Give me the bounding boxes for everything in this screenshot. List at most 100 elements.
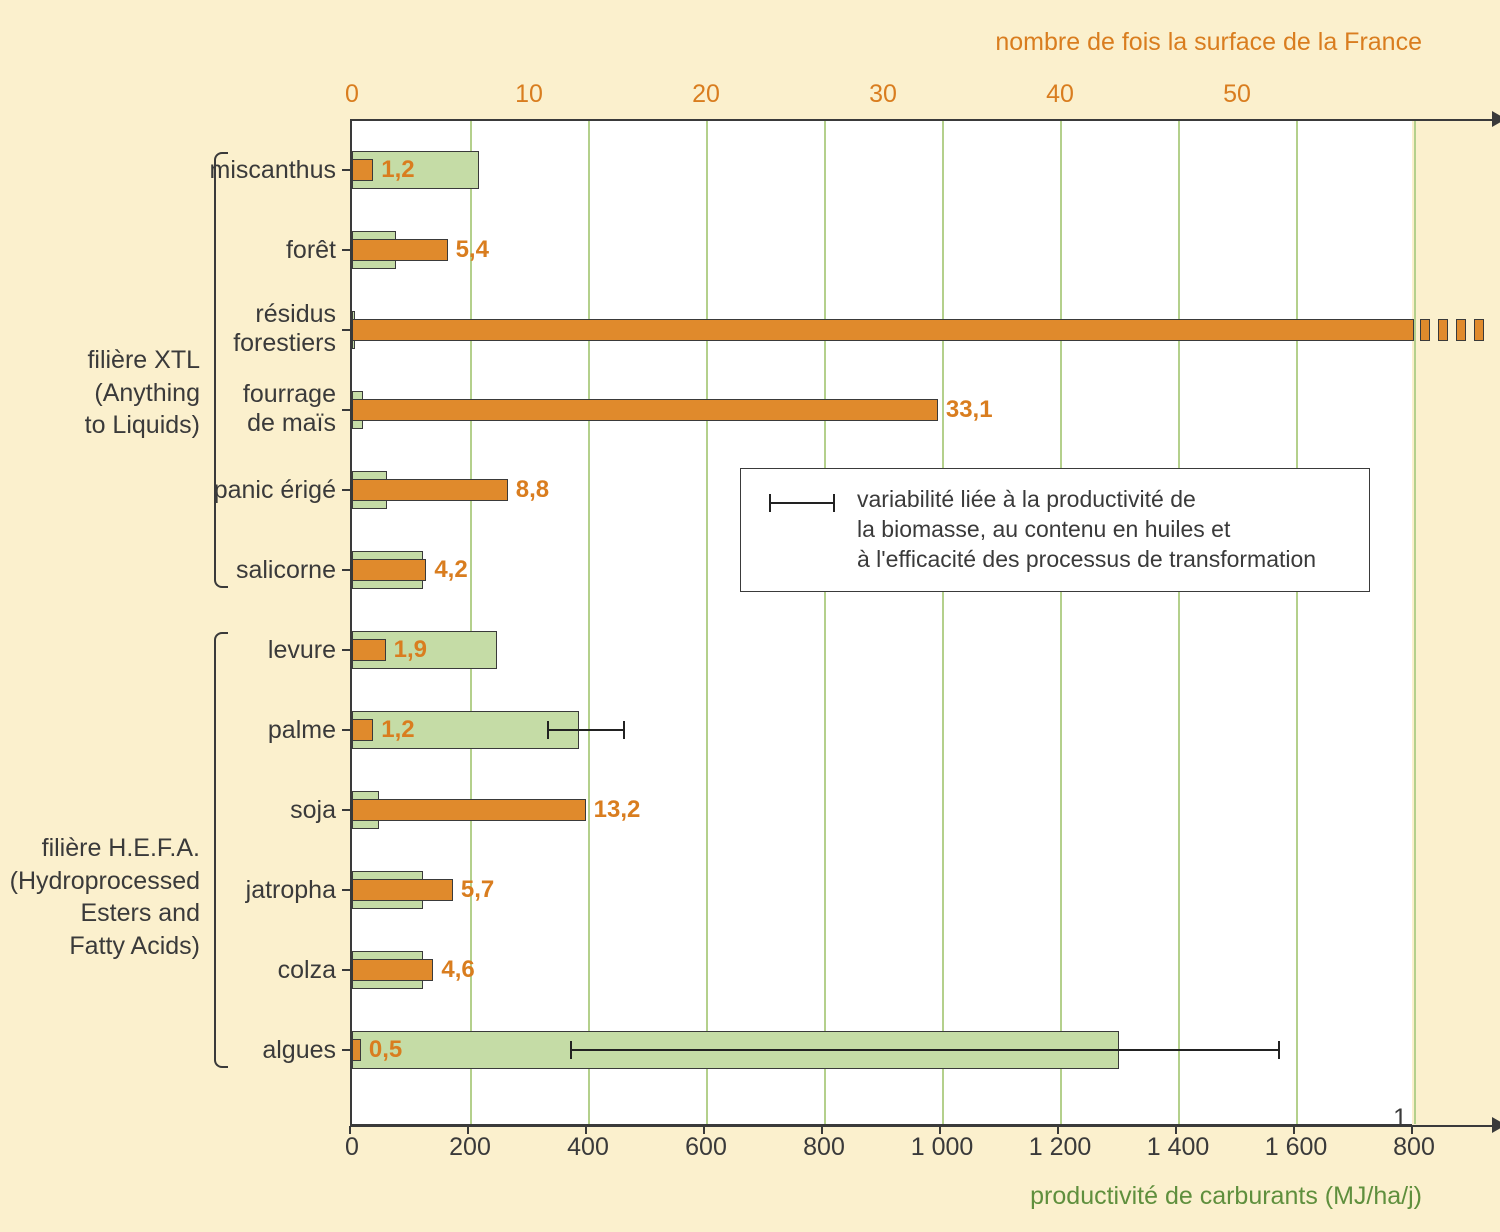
group-bracket (214, 632, 228, 1068)
value-label: 13,2 (594, 796, 641, 824)
bottom-tick-label: 1 600 (1265, 1133, 1328, 1162)
bottom-tick-label: 1 800 (1393, 1104, 1435, 1162)
error-cap (570, 1041, 572, 1059)
bar-surface (352, 399, 938, 421)
top-axis-arrow (1492, 111, 1500, 127)
bar-surface (352, 959, 433, 981)
bottom-tick-label: 800 (803, 1133, 845, 1162)
bottom-tick-mark (1293, 1126, 1295, 1134)
plot-area: 0102030405002004006008001 0001 2001 4001… (350, 120, 1412, 1126)
y-tick (342, 409, 350, 411)
y-tick (342, 489, 350, 491)
gridline (942, 120, 944, 1124)
category-label: algues (156, 1036, 336, 1065)
y-tick (342, 969, 350, 971)
top-tick-label: 0 (345, 80, 359, 109)
bar-surface (352, 799, 586, 821)
legend-errorbar-icon (763, 491, 843, 517)
bar-overflow-seg (1474, 319, 1484, 341)
group-label: filière XTL (Anything to Liquids) (30, 344, 200, 442)
category-label: levure (156, 636, 336, 665)
gridline (706, 120, 708, 1124)
top-tick-label: 40 (1046, 80, 1074, 109)
category-label: forêt (156, 236, 336, 265)
bottom-tick-mark (703, 1126, 705, 1134)
gridline (1414, 120, 1416, 1124)
top-axis-line (350, 119, 1492, 121)
category-label: miscanthus (156, 156, 336, 185)
top-axis-title: nombre de fois la surface de la France (995, 28, 1422, 57)
bottom-tick-mark (585, 1126, 587, 1134)
value-label: 1,2 (381, 156, 414, 184)
bar-surface (352, 639, 386, 661)
bottom-tick-mark (467, 1126, 469, 1134)
y-tick (342, 569, 350, 571)
bottom-tick-label: 0 (345, 1133, 359, 1162)
top-tick-label: 10 (515, 80, 543, 109)
value-label: 1,2 (381, 716, 414, 744)
error-bar (547, 729, 624, 731)
value-label: 8,8 (516, 476, 549, 504)
gridline (1296, 120, 1298, 1124)
group-bracket (214, 152, 228, 588)
bar-surface (352, 239, 448, 261)
bar-overflow-seg (1456, 319, 1466, 341)
category-label: soja (156, 796, 336, 825)
y-tick (342, 729, 350, 731)
bar-surface (352, 879, 453, 901)
bottom-tick-label: 1 400 (1147, 1133, 1210, 1162)
category-label: palme (156, 716, 336, 745)
bar-surface (352, 719, 373, 741)
gridline (824, 120, 826, 1124)
bottom-tick-label: 1 000 (911, 1133, 974, 1162)
bottom-tick-mark (821, 1126, 823, 1134)
bar-surface (352, 319, 1414, 341)
bottom-tick-mark (1057, 1126, 1059, 1134)
gridline (1178, 120, 1180, 1124)
bottom-tick-label: 1 200 (1029, 1133, 1092, 1162)
legend-box: variabilité liée à la productivité de la… (740, 468, 1370, 592)
top-tick-label: 50 (1223, 80, 1251, 109)
bar-surface (352, 479, 508, 501)
y-tick (342, 649, 350, 651)
bottom-tick-mark (349, 1126, 351, 1134)
bottom-tick-mark (1175, 1126, 1177, 1134)
error-bar (570, 1049, 1278, 1051)
error-cap (1278, 1041, 1280, 1059)
bottom-axis-title: productivité de carburants (MJ/ha/j) (1030, 1182, 1422, 1211)
value-label: 4,6 (441, 956, 474, 984)
value-label: 4,2 (434, 556, 467, 584)
bar-surface (352, 1039, 361, 1061)
value-label: 33,1 (946, 396, 993, 424)
y-tick (342, 809, 350, 811)
bar-surface (352, 159, 373, 181)
bottom-tick-label: 400 (567, 1133, 609, 1162)
bar-overflow-seg (1420, 319, 1430, 341)
top-tick-label: 30 (869, 80, 897, 109)
y-tick (342, 249, 350, 251)
category-label: salicorne (156, 556, 336, 585)
bottom-tick-label: 200 (449, 1133, 491, 1162)
value-label: 5,7 (461, 876, 494, 904)
y-tick (342, 329, 350, 331)
bottom-tick-mark (1411, 1126, 1413, 1134)
bottom-axis-line (350, 1125, 1492, 1127)
value-label: 1,9 (394, 636, 427, 664)
y-tick (342, 169, 350, 171)
y-tick (342, 889, 350, 891)
category-label: panic érigé (156, 476, 336, 505)
top-tick-label: 20 (692, 80, 720, 109)
bar-surface (352, 559, 426, 581)
error-cap (623, 721, 625, 739)
bottom-axis-arrow (1492, 1117, 1500, 1133)
bar-overflow-seg (1438, 319, 1448, 341)
legend-text: variabilité liée à la productivité de la… (857, 485, 1316, 575)
bottom-tick-label: 600 (685, 1133, 727, 1162)
error-cap (547, 721, 549, 739)
group-label: filière H.E.F.A. (Hydroprocessed Esters … (0, 832, 200, 962)
value-label: 0,5 (369, 1036, 402, 1064)
gridline (588, 120, 590, 1124)
y-tick (342, 1049, 350, 1051)
value-label: 5,4 (456, 236, 489, 264)
gridline (1060, 120, 1062, 1124)
